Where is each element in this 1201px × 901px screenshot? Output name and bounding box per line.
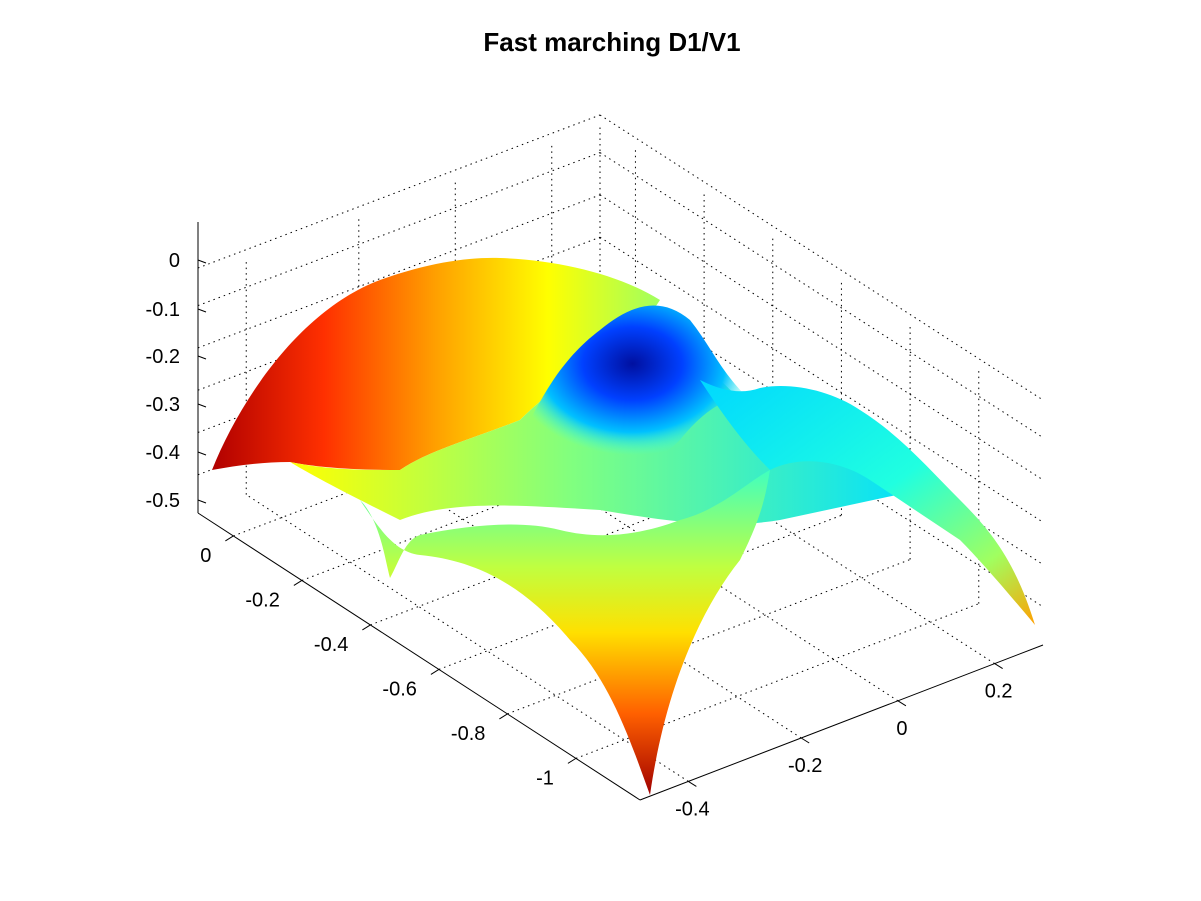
x-tick-mark	[800, 737, 810, 744]
x-tick-mark	[994, 663, 1003, 670]
wall-grid-z	[197, 152, 601, 307]
y-tick-label: -0.6	[382, 678, 416, 700]
z-tick-label: -0.5	[146, 490, 180, 512]
y-tick-mark	[362, 624, 371, 631]
y-tick-mark	[430, 668, 440, 675]
x-tick-label: 0	[896, 718, 907, 740]
x-tick-mark	[897, 700, 907, 707]
y-tick-label: -0.2	[245, 589, 279, 611]
z-tick-mark	[197, 259, 207, 264]
y-tick-label: -0.4	[314, 634, 348, 656]
z-tick-mark	[197, 403, 207, 408]
surface-right-wing	[700, 380, 1035, 625]
y-tick-label: -0.8	[451, 723, 485, 745]
y-tick-label: 0	[200, 545, 211, 567]
z-tick-label: -0.2	[146, 346, 180, 368]
wall-grid-z	[197, 194, 601, 349]
z-tick-mark	[197, 355, 207, 360]
y-tick-label: -1	[536, 767, 554, 789]
x-tick-label: -0.4	[675, 798, 709, 820]
surface-front	[360, 470, 770, 795]
y-tick-mark	[293, 580, 303, 586]
y-tick-mark	[567, 757, 577, 764]
z-tick-label: 0	[169, 250, 180, 272]
z-tick-mark	[197, 308, 207, 313]
y-tick-mark	[225, 535, 234, 542]
z-tick-mark	[197, 499, 207, 504]
x-tick-mark	[688, 780, 697, 787]
surface-left-ridge	[212, 257, 660, 470]
chart-title: Fast marching D1/V1	[483, 27, 740, 57]
axes	[197, 222, 1044, 801]
floor-grid-y	[507, 559, 911, 715]
surface-blue-peak	[520, 305, 745, 472]
z-tick-label: -0.3	[146, 394, 180, 416]
x-axis-line	[639, 644, 1044, 801]
z-tick-label: -0.1	[146, 299, 180, 321]
wall-grid-z	[197, 114, 601, 269]
x-tick-label: 0.2	[985, 681, 1013, 703]
surface-mesh	[212, 257, 1035, 795]
y-axis-line	[197, 512, 641, 801]
x-tick-label: -0.2	[788, 755, 822, 777]
z-tick-label: -0.4	[146, 442, 180, 464]
z-tick-mark	[197, 451, 207, 456]
tick-labels: 0 -0.2 -0.4 -0.6 -0.8 -1 -0.4 -0.2 0 0.2 0 -0.1 -0.2…	[146, 250, 1013, 820]
y-tick-mark	[499, 713, 508, 720]
